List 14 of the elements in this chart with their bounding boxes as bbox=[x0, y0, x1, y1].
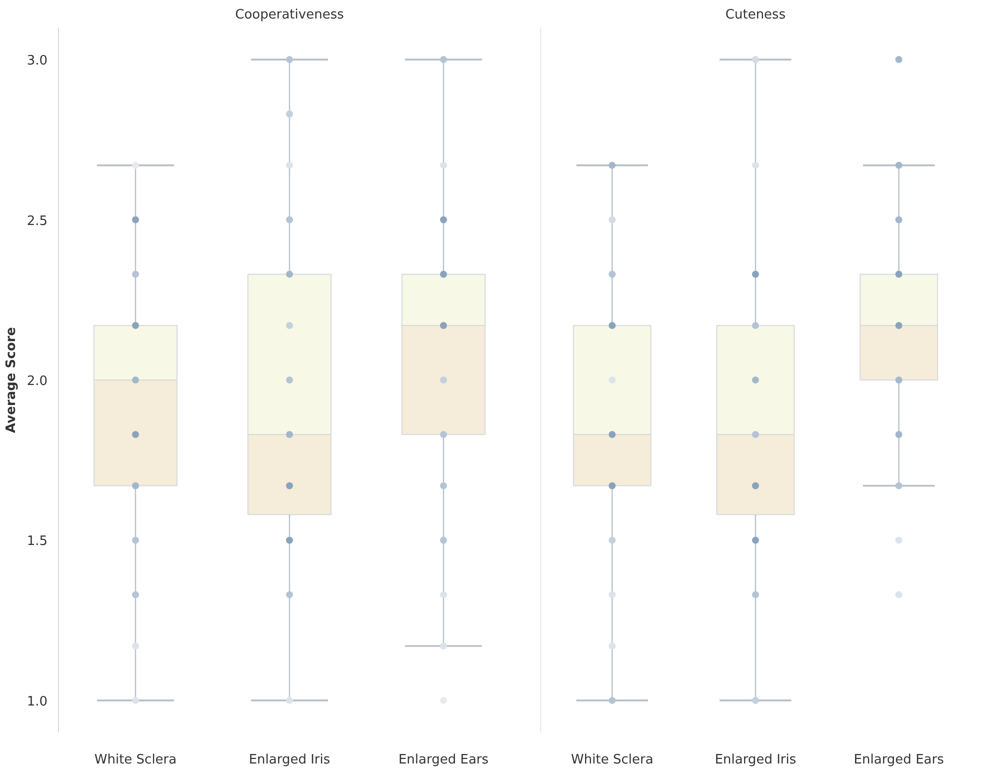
y-tick-label: 1.0 bbox=[26, 694, 48, 710]
y-tick-label: 2.0 bbox=[26, 374, 48, 389]
chart-title: Cooperativeness bbox=[235, 8, 344, 22]
x-tick-label: White Sclera bbox=[94, 752, 177, 768]
x-tick-label: Enlarged Iris bbox=[248, 752, 330, 768]
x-tick-label: Enlarged Ears bbox=[398, 752, 489, 768]
x-tick-label: Enlarged Iris bbox=[714, 752, 796, 768]
y-tick-label: 2.5 bbox=[26, 214, 48, 229]
y-axis-title: Average Score bbox=[4, 326, 19, 433]
x-tick-label: Enlarged Ears bbox=[854, 752, 944, 768]
y-tick-label: 3.0 bbox=[26, 54, 48, 69]
x-tick-label: White Sclera bbox=[571, 752, 654, 768]
y-tick-label: 1.5 bbox=[26, 534, 48, 550]
chart-title: Cuteness bbox=[725, 8, 786, 22]
